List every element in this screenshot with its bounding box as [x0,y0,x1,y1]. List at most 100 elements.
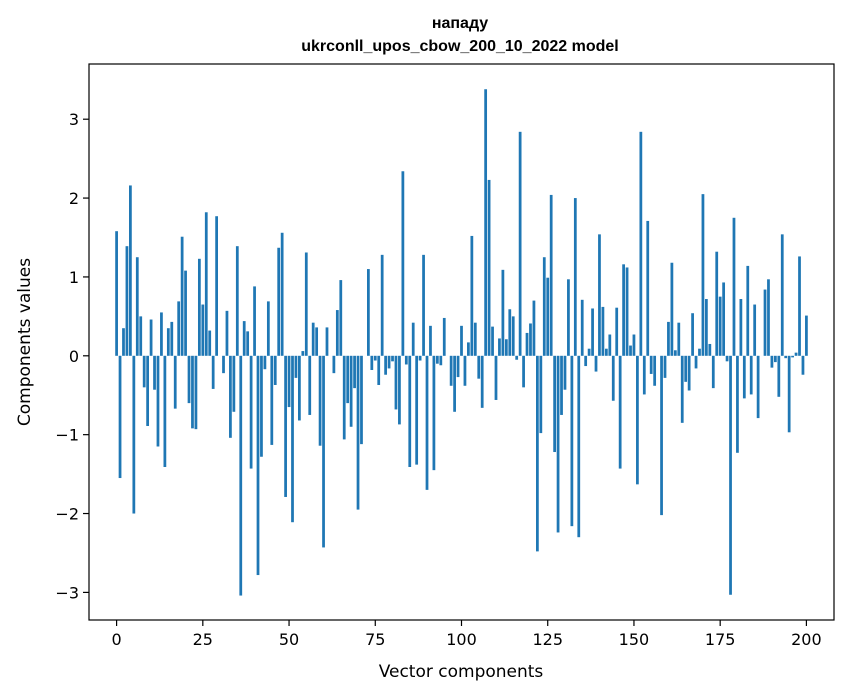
bar-196 [791,355,794,358]
bar-167 [691,313,694,356]
y-tick-label: −2 [55,505,79,524]
bar-50 [287,355,291,408]
bar-193 [780,234,784,356]
bar-36 [239,355,243,596]
y-tick-label: 1 [69,268,79,287]
bar-126 [549,194,553,356]
bar-182 [742,355,746,399]
y-axis-ticks: −3 −2 −1 0 1 2 3 [55,110,89,602]
bar-76 [377,355,381,385]
bar-140 [598,234,601,356]
bar-18 [177,301,181,356]
bar-121 [532,300,536,356]
bar-110 [494,355,498,400]
bar-84 [404,355,408,365]
bar-147 [622,264,625,356]
bar-6 [135,257,139,356]
bar-151 [636,355,639,485]
bar-3 [125,246,129,356]
bar-166 [687,355,691,391]
bar-91 [429,325,432,356]
bar-162 [673,350,677,356]
bar-22 [191,355,194,429]
bar-160 [667,321,670,356]
bar-101 [463,355,467,386]
bar-165 [684,355,688,382]
bar-180 [736,355,739,453]
bar-89 [422,254,425,356]
bar-52 [294,355,298,378]
bar-148 [625,267,629,356]
bar-59 [318,355,322,446]
bar-94 [439,355,443,366]
bar-32 [225,310,229,356]
bar-159 [663,355,667,378]
bar-87 [415,355,419,465]
x-tick-label: 200 [791,630,822,649]
bar-114 [508,309,512,356]
bar-63 [332,355,336,374]
x-tick-label: 125 [532,630,563,649]
bar-124 [542,257,546,356]
bar-19 [180,236,184,356]
bar-64 [335,310,339,356]
bar-45 [270,355,274,445]
bar-4 [129,185,132,356]
bar-115 [511,316,515,356]
y-tick-label: 0 [69,347,79,366]
bar-23 [194,355,198,430]
bar-136 [584,355,588,367]
bar-1 [118,355,122,479]
bar-29 [215,216,218,356]
bar-58 [315,327,319,356]
bar-10 [149,319,153,356]
bar-38 [246,331,250,356]
bar-108 [487,179,491,356]
bar-194 [784,355,788,359]
x-axis-ticks: 0 25 50 75 100 125 150 175 200 [111,620,822,649]
bar-35 [235,246,239,356]
bar-161 [670,262,674,356]
bar-79 [387,355,391,369]
bar-80 [391,355,394,362]
bar-25 [201,304,205,356]
bar-70 [356,355,360,510]
bar-122 [536,355,539,552]
bar-103 [470,235,474,356]
y-tick-label: 3 [69,110,79,129]
bar-145 [615,307,619,356]
bar-199 [801,355,805,375]
bar-113 [504,339,508,356]
bar-163 [677,322,681,356]
x-tick-label: 0 [111,630,121,649]
bar-123 [539,355,543,434]
bar-176 [722,282,726,356]
bar-119 [525,332,529,356]
bar-106 [480,355,484,408]
bar-141 [601,306,605,356]
bar-129 [560,355,563,415]
bar-134 [577,355,581,538]
bar-192 [777,355,781,397]
bars-group [115,89,808,596]
bar-82 [398,355,401,425]
bar-56 [308,355,312,415]
bar-133 [573,198,577,356]
bar-43 [263,355,267,370]
bar-189 [767,279,770,356]
bar-57 [311,322,315,356]
bar-61 [325,327,329,356]
bar-9 [146,355,150,426]
bar-164 [680,355,684,423]
bar-128 [556,355,560,533]
bar-17 [173,355,177,409]
bar-75 [373,355,377,361]
bar-111 [498,338,501,356]
bar-47 [277,247,281,356]
bar-5 [132,355,136,514]
bar-175 [718,296,722,356]
bar-92 [432,355,436,471]
bar-107 [484,89,488,356]
bar-150 [632,334,636,356]
bar-41 [256,355,260,576]
